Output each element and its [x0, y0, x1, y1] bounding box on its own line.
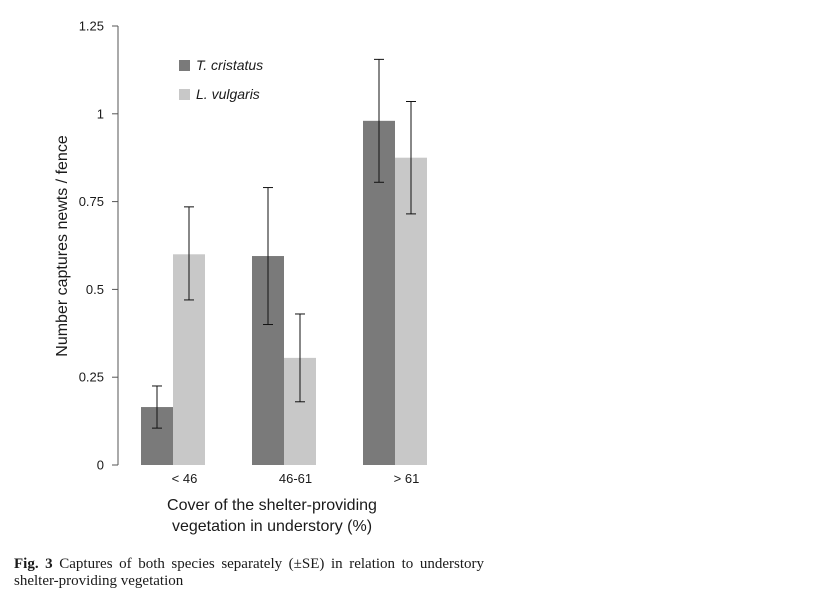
legend: T. cristatus L. vulgaris	[179, 57, 263, 102]
legend-label-t-cristatus: T. cristatus	[196, 57, 263, 73]
y-tick-label: 1.25	[79, 19, 104, 34]
error-bars	[152, 58, 416, 429]
x-axis-title-line-2: vegetation in understory (%)	[172, 518, 372, 535]
x-tick-label: < 46	[172, 471, 198, 486]
x-axis-title-line-1: Cover of the shelter-providing	[167, 497, 377, 514]
legend-swatch-t-cristatus	[179, 60, 190, 71]
legend-label-l-vulgaris: L. vulgaris	[196, 86, 260, 102]
x-tick-label: 46-61	[279, 471, 312, 486]
caption-label: Fig. 3	[14, 556, 53, 572]
y-axis-ticks: 0 0.25 0.5 0.75 1 1.25	[79, 19, 118, 473]
bars	[141, 120, 427, 465]
figure-caption: Fig. 3 Captures of both species separate…	[14, 556, 484, 590]
x-axis-labels: < 46 46-61 > 61	[172, 471, 420, 486]
y-tick-label: 1	[97, 106, 104, 121]
y-axis-title: Number captures newts / fence	[54, 135, 71, 357]
error-bar	[152, 385, 162, 429]
y-tick-label: 0	[97, 458, 104, 473]
error-bar	[406, 101, 416, 215]
y-tick-label: 0.5	[86, 282, 104, 297]
x-tick-label: > 61	[394, 471, 420, 486]
caption-text: Captures of both species separately (±SE…	[14, 556, 484, 589]
y-tick-label: 0.25	[79, 370, 104, 385]
legend-swatch-l-vulgaris	[179, 89, 190, 100]
error-bar	[374, 58, 384, 183]
error-bar	[184, 206, 194, 301]
error-bar	[263, 187, 273, 326]
error-bar	[295, 313, 305, 403]
bar-chart: 0 0.25 0.5 0.75 1 1.25 < 46 46-61 > 61 T. crist…	[54, 19, 427, 535]
y-tick-label: 0.75	[79, 194, 104, 209]
